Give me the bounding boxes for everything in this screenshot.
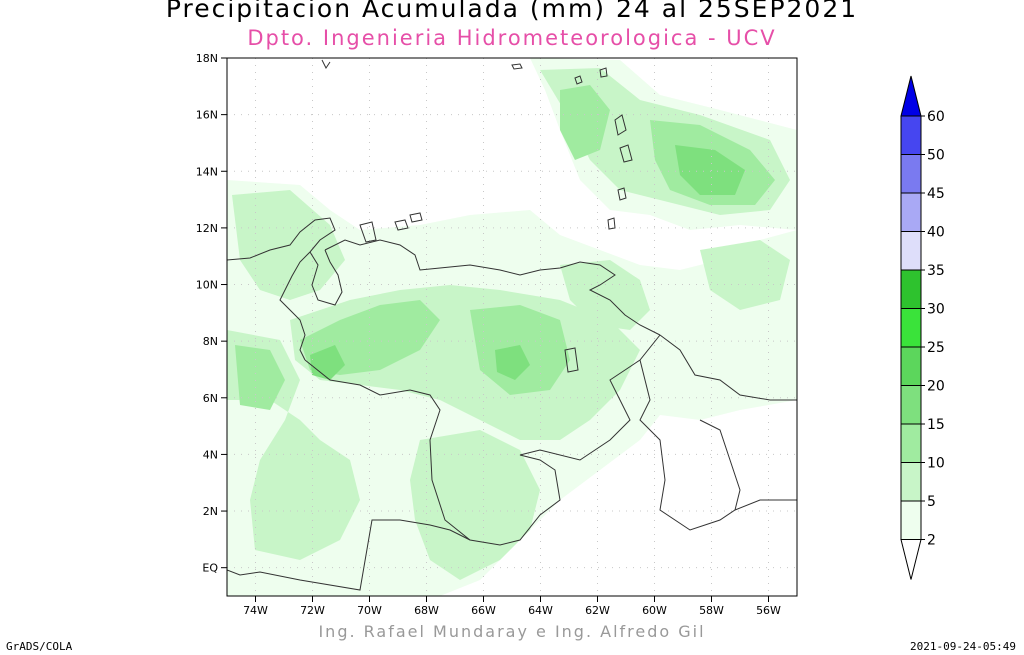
lat-tick-label: EQ	[202, 562, 218, 575]
colorbar-swatch	[900, 385, 922, 425]
map-grid	[227, 57, 797, 596]
colorbar-label: 50	[927, 148, 945, 164]
lat-tick-label: 18N	[196, 52, 218, 65]
timestamp-label: 2021-09-24-05:49	[910, 640, 1016, 653]
lon-tick-label: 56W	[756, 604, 781, 617]
lat-tick-label: 14N	[196, 165, 218, 178]
colorbar-label: 20	[927, 379, 945, 395]
colorbar-swatch	[900, 115, 922, 155]
lon-tick-label: 58W	[699, 604, 724, 617]
lat-tick-label: 16N	[196, 109, 218, 122]
colorbar-swatch	[900, 269, 922, 309]
lat-tick-label: 12N	[196, 222, 218, 235]
lat-tick-label: 6N	[203, 392, 218, 405]
lat-tick-label: 10N	[196, 279, 218, 292]
coastlines	[227, 59, 797, 591]
map-title: Precipitacion Acumulada (mm) 24 al 25SEP…	[165, 0, 859, 23]
colorbar-label: 25	[927, 340, 945, 356]
colorbar-label: 2	[927, 533, 936, 549]
lon-tick-label: 62W	[585, 604, 610, 617]
lat-axis: 18N 16N 14N 12N 10N 8N 6N 4N 2N EQ	[196, 52, 227, 575]
software-label: GrADS/COLA	[6, 640, 73, 653]
colorbar-swatch	[900, 308, 922, 348]
colorbar-label: 60	[927, 109, 945, 125]
colorbar-label: 15	[927, 417, 945, 433]
lon-tick-label: 68W	[414, 604, 439, 617]
precipitation-shading	[227, 58, 797, 596]
lat-tick-label: 8N	[203, 335, 218, 348]
colorbar-swatch	[900, 154, 922, 194]
colorbar-label: 45	[927, 186, 945, 202]
colorbar-swatch	[900, 462, 922, 502]
colorbar-bottom-arrow	[900, 539, 922, 580]
lon-tick-label: 74W	[243, 604, 268, 617]
lon-tick-label: 72W	[300, 604, 325, 617]
colorbar-swatch	[900, 500, 922, 540]
lon-tick-label: 64W	[528, 604, 553, 617]
lon-tick-label: 70W	[357, 604, 382, 617]
colorbar-label: 5	[927, 494, 936, 510]
lon-tick-label: 60W	[642, 604, 667, 617]
colorbar-swatch	[900, 231, 922, 271]
colorbar-label: 30	[927, 302, 945, 318]
colorbar-swatch	[900, 423, 922, 463]
lon-axis: 74W 72W 70W 68W 66W 64W 62W 60W 58W 56W	[243, 596, 781, 617]
colorbar-top-arrow	[900, 75, 922, 117]
colorbar-label: 40	[927, 225, 945, 241]
lat-tick-label: 2N	[203, 505, 218, 518]
colorbar-swatch	[900, 192, 922, 232]
lon-tick-label: 66W	[471, 604, 496, 617]
color-legend: 60 50 45 40 35 30 25 20 15 10 5 2	[900, 75, 945, 580]
colorbar-label: 10	[927, 456, 945, 472]
credit-line: Ing. Rafael Mundaray e Ing. Alfredo Gil	[318, 622, 706, 641]
colorbar-swatch	[900, 346, 922, 386]
plot-frame	[226, 57, 798, 597]
map-subtitle: Dpto. Ingenieria Hidrometeorologica - UC…	[247, 26, 777, 50]
lat-tick-label: 4N	[203, 448, 218, 461]
colorbar-label: 35	[927, 263, 945, 279]
